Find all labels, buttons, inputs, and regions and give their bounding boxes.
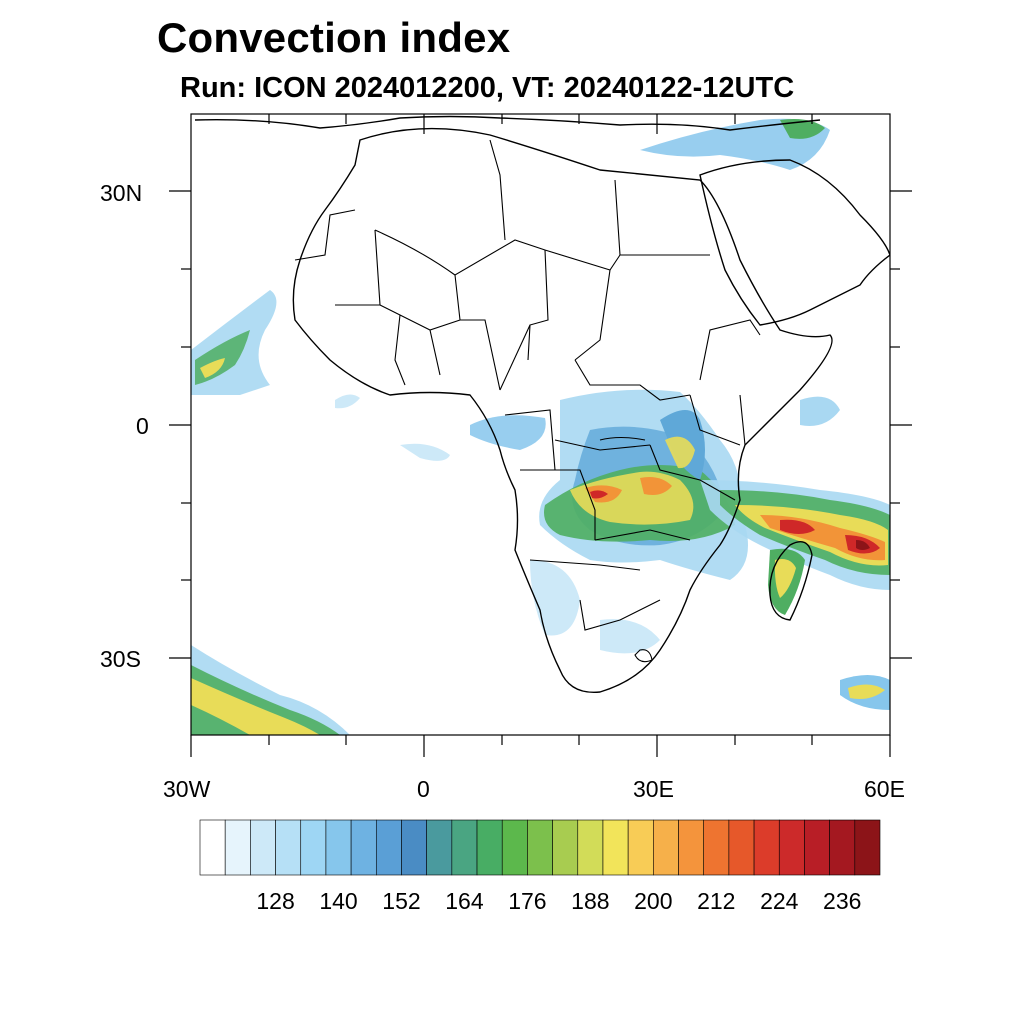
x-label-0: 0	[417, 776, 430, 802]
colorbar-swatch	[653, 819, 679, 876]
convection-field	[191, 118, 890, 735]
colorbar-swatch	[199, 819, 226, 876]
colorbar-swatch	[602, 819, 629, 876]
coastlines	[194, 115, 890, 694]
colorbar-swatch	[778, 819, 805, 876]
colorbar-tick-label: 200	[634, 888, 673, 914]
colorbar-swatch	[527, 819, 553, 876]
colorbar-tick-label: 176	[508, 888, 547, 914]
chart-title: Convection index	[157, 14, 511, 61]
colorbar-swatch	[275, 819, 302, 876]
colorbar-swatch	[476, 819, 503, 876]
country-borders	[294, 139, 761, 663]
colorbar-swatch	[325, 819, 352, 876]
colorbar-swatch	[300, 819, 327, 876]
colorbar-swatch	[501, 819, 528, 876]
madagascar-coast	[769, 541, 813, 621]
colorbar-swatch	[426, 819, 453, 876]
x-label-30w: 30W	[163, 776, 211, 802]
africa-coastline	[292, 127, 833, 694]
colorbar-swatch	[375, 819, 402, 876]
colorbar-tick-label: 236	[823, 888, 862, 914]
colorbar-swatch	[401, 819, 427, 876]
colorbar-swatch	[627, 819, 654, 876]
colorbar-swatch	[728, 819, 755, 876]
colorbar-tick-label: 152	[382, 888, 421, 914]
colorbar-swatch	[552, 819, 579, 876]
colorbar-swatch	[854, 819, 881, 876]
x-label-60e: 60E	[864, 776, 905, 802]
europe-coast	[194, 115, 821, 131]
field-guinea	[400, 443, 450, 461]
chart-subtitle: Run: ICON 2024012200, VT: 20240122-12UTC	[180, 72, 795, 104]
colorbar-tick-label: 224	[760, 888, 799, 914]
colorbar	[199, 819, 881, 876]
colorbar-swatch	[753, 819, 780, 876]
colorbar-swatch	[678, 819, 705, 876]
y-label-30n: 30N	[100, 180, 143, 206]
colorbar-swatch	[451, 819, 478, 876]
colorbar-tick-label: 128	[256, 888, 295, 914]
colorbar-swatch	[804, 819, 830, 876]
colorbar-swatch	[224, 819, 251, 876]
colorbar-swatch	[703, 819, 730, 876]
colorbar-tick-label: 164	[445, 888, 484, 914]
colorbar-swatch	[577, 819, 604, 876]
x-label-30e: 30E	[633, 776, 674, 802]
colorbar-tick-label: 212	[697, 888, 736, 914]
colorbar-swatch	[350, 819, 377, 876]
y-label-30s: 30S	[100, 646, 141, 672]
axis-ticks	[169, 114, 912, 757]
colorbar-swatch	[250, 819, 276, 876]
colorbar-swatch	[829, 819, 856, 876]
field-southern-africa	[530, 560, 580, 636]
y-label-0: 0	[136, 413, 149, 439]
colorbar-tick-label: 140	[319, 888, 358, 914]
colorbar-tick-label: 188	[571, 888, 610, 914]
arabia-coast	[699, 159, 890, 326]
